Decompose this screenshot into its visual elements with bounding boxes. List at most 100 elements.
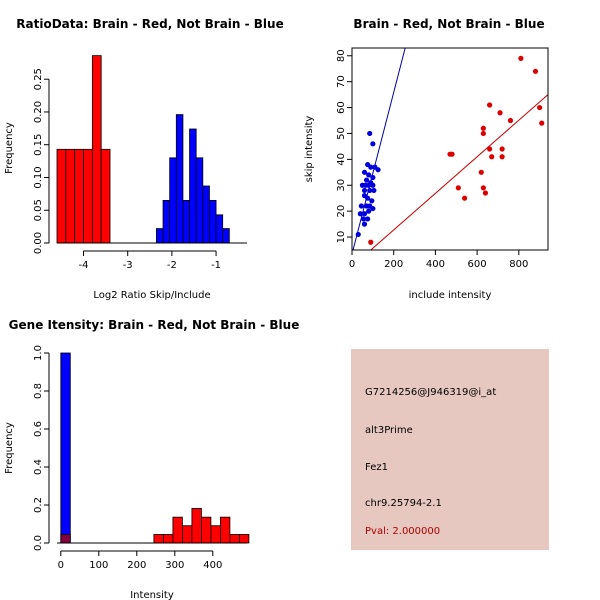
chart1-y-tick-label-5: 0.25 <box>33 68 44 90</box>
chart1-bar-brain-5 <box>100 148 111 244</box>
chart2-point-brain-7 <box>480 125 486 131</box>
info-panel: G7214256@J946319@i_at alt3Prime Fez1 chr… <box>351 349 549 550</box>
chart2-point-brain-17 <box>480 185 486 191</box>
chart3-bar-brain-3 <box>172 516 183 544</box>
chart3-bar-brain-5 <box>191 508 202 544</box>
chart3-bar-brain-2 <box>162 534 174 544</box>
chart2-point-not-brain-8 <box>370 174 376 181</box>
chart2-point-not-brain-21 <box>358 203 364 209</box>
chart2-point-brain-15 <box>499 154 505 160</box>
chart3-bar-brain-1 <box>153 534 164 544</box>
chart1-bar-not-brain-1 <box>162 200 171 244</box>
chart2-point-not-brain-14 <box>370 182 376 188</box>
pval: Pval: 2.000000 <box>365 526 441 537</box>
chart2-point-brain-1 <box>532 68 539 74</box>
chart3-y-tick-label-0: 0.0 <box>33 535 44 551</box>
chart2-point-brain-4 <box>487 102 493 108</box>
chart2-point-brain-10 <box>447 151 453 157</box>
chart3-x-tick-label-1: 100 <box>89 560 108 571</box>
chart2-x-tick-label-0: 0 <box>349 259 355 270</box>
chart3-x-label: Intensity <box>130 590 174 600</box>
chart3-bar-brain-4 <box>181 525 193 544</box>
chart1-bar-not-brain-0 <box>156 228 164 244</box>
chart3-y-label: Frequency <box>4 422 15 474</box>
chart3-y-tick-label-5: 1.0 <box>33 345 44 361</box>
chart1-title: RatioData: Brain - Red, Not Brain - Blue <box>16 17 283 31</box>
probe-id: G7214256@J946319@i_at <box>365 387 497 398</box>
chart2-point-not-brain-1 <box>370 141 376 147</box>
chart1-bar-brain-3 <box>83 148 93 244</box>
chart2-point-not-brain-19 <box>365 195 371 201</box>
chart2-point-not-brain-6 <box>361 169 368 175</box>
event-type: alt3Prime <box>365 425 413 436</box>
chart1-x-tick-label-2: -2 <box>167 260 177 271</box>
chart1-bar-not-brain-9 <box>215 214 224 244</box>
chart2-y-tick-label-0: 10 <box>336 231 347 244</box>
chart2-point-not-brain-30 <box>361 221 368 227</box>
chart2-y-tick-label-1: 20 <box>336 205 347 218</box>
chart1-bar-not-brain-4 <box>182 200 190 244</box>
chart3-bar-not-brain-0 <box>60 352 71 544</box>
chart2-y-tick-label-3: 40 <box>336 153 347 166</box>
chart1-x-tick-label-1: -3 <box>123 260 133 271</box>
chart2-point-not-brain-24 <box>370 205 376 212</box>
chart2-point-brain-3 <box>537 104 543 111</box>
chart3-x-tick-label-0: 0 <box>58 560 64 571</box>
chart3-bar-brain-10 <box>238 534 250 544</box>
chart2-point-not-brain-31 <box>355 231 361 238</box>
chart2-point-brain-0 <box>518 55 524 61</box>
chart2-point-brain-13 <box>499 146 505 152</box>
chart1-x-tick-label-0: -4 <box>79 260 89 271</box>
chart2-fit-line-1 <box>352 47 406 251</box>
location: chr9.25794-2.1 <box>365 498 442 509</box>
chart2-x-tick-label-3: 600 <box>468 259 487 270</box>
chart2-point-not-brain-28 <box>360 216 367 222</box>
chart1-bar-not-brain-2 <box>169 157 177 244</box>
chart1-bar-not-brain-5 <box>189 128 197 244</box>
chart2-point-brain-2 <box>539 120 545 126</box>
chart2-fit-line-0 <box>370 94 549 251</box>
chart2-y-tick-label-6: 70 <box>336 75 347 88</box>
chart3-x-tick-label-4: 400 <box>203 560 222 571</box>
chart1-bar-not-brain-8 <box>209 200 217 244</box>
chart1-y-tick-label-4: 0.20 <box>33 101 44 123</box>
chart3-bar-brain-7 <box>210 525 221 544</box>
chart2-plot-box <box>351 47 549 251</box>
chart3-bar-brain-6 <box>200 516 212 544</box>
chart1-y-tick-label-1: 0.05 <box>33 199 44 221</box>
chart2-point-brain-20 <box>368 239 374 245</box>
chart2-point-not-brain-16 <box>367 187 373 194</box>
chart2-y-tick-label-2: 30 <box>336 179 347 192</box>
chart2-point-not-brain-20 <box>369 198 375 204</box>
chart3-y-tick-label-4: 0.8 <box>33 383 44 399</box>
chart3-x-tick-label-3: 300 <box>165 560 184 571</box>
chart3-title: Gene Itensity: Brain - Red, Not Brain - … <box>9 318 300 332</box>
chart2-y-tick-label-7: 80 <box>336 49 347 62</box>
chart3-bar-brain-9 <box>229 534 240 544</box>
chart1-y-label: Frequency <box>4 122 15 174</box>
chart2-point-not-brain-7 <box>366 172 372 178</box>
gene-name: Fez1 <box>365 462 388 473</box>
chart1-x-label: Log2 Ratio Skip/Include <box>93 290 210 301</box>
chart2-point-not-brain-25 <box>357 211 363 217</box>
chart3-y-tick-label-2: 0.4 <box>33 459 44 475</box>
chart2-y-tick-label-4: 50 <box>336 127 347 140</box>
chart1-y-tick-label-2: 0.10 <box>33 166 44 188</box>
chart2-point-not-brain-29 <box>365 216 371 222</box>
chart2-point-not-brain-13 <box>366 182 372 188</box>
chart1-bar-brain-4 <box>91 55 102 244</box>
chart1-bar-brain-2 <box>74 148 84 244</box>
chart2-y-tick-label-5: 60 <box>336 101 347 114</box>
chart2-x-tick-label-4: 800 <box>509 259 528 270</box>
chart1-bar-not-brain-10 <box>222 228 230 244</box>
chart2-point-brain-11 <box>478 169 484 175</box>
chart2-point-brain-12 <box>487 146 493 152</box>
chart3-x-tick-label-2: 200 <box>127 560 146 571</box>
chart1-x-tick-label-3: -1 <box>211 260 221 271</box>
chart3-bar-brain-8 <box>219 516 231 544</box>
chart2-x-tick-label-2: 400 <box>426 259 445 270</box>
chart1-bar-not-brain-3 <box>175 114 184 244</box>
chart1-bar-brain-0 <box>56 148 67 244</box>
